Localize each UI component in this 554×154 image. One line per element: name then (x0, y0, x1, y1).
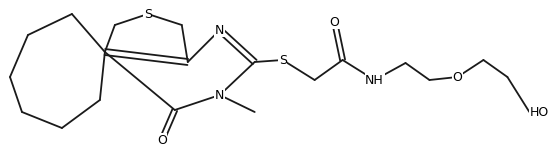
Text: N: N (215, 24, 224, 36)
Text: HO: HO (530, 105, 548, 118)
Text: S: S (144, 8, 152, 20)
Text: O: O (330, 16, 340, 28)
Text: O: O (157, 134, 167, 146)
Text: S: S (279, 53, 286, 67)
Text: NH: NH (365, 73, 384, 87)
Text: O: O (453, 71, 463, 83)
Text: N: N (215, 89, 224, 101)
